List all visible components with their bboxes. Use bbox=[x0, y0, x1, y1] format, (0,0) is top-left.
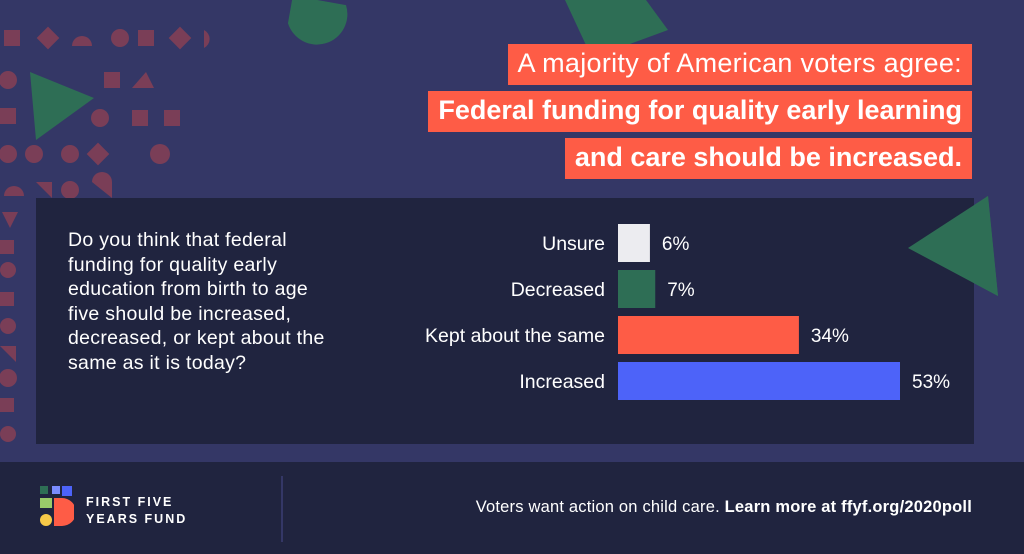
category-label: Kept about the same bbox=[425, 325, 605, 347]
tagline-link[interactable]: Learn more at ffyf.org/2020poll bbox=[724, 498, 972, 516]
footer-tagline: Voters want action on child care. Learn … bbox=[476, 498, 972, 517]
survey-question: Do you think that federal funding for qu… bbox=[68, 229, 325, 374]
bar bbox=[618, 270, 656, 308]
value-label: 6% bbox=[662, 234, 690, 255]
value-label: 34% bbox=[811, 326, 849, 347]
value-label: 53% bbox=[912, 372, 950, 393]
headline-line-2: Federal funding for quality early learni… bbox=[428, 91, 972, 132]
headline-line-3: and care should be increased. bbox=[564, 138, 972, 179]
bar bbox=[618, 362, 900, 400]
decorative-pattern bbox=[0, 26, 210, 442]
category-label: Unsure bbox=[542, 233, 605, 255]
brand-line-2: YEARS FUND bbox=[86, 512, 188, 526]
green-quad-shape bbox=[565, 0, 668, 58]
headline: A majority of American voters agree: Fed… bbox=[428, 44, 972, 179]
green-semicircle-shape bbox=[287, 0, 348, 45]
green-triangle-left-shape bbox=[30, 72, 94, 140]
headline-line-1: A majority of American voters agree: bbox=[507, 44, 972, 85]
tagline-text: Voters want action on child care. bbox=[475, 498, 720, 516]
ffyf-logo bbox=[40, 486, 74, 526]
category-label: Decreased bbox=[511, 279, 605, 301]
bar bbox=[618, 224, 650, 262]
bar-chart: Unsure 6% Decreased 7% Kept about the same 34… bbox=[425, 224, 950, 400]
footer-divider bbox=[281, 476, 283, 542]
category-label: Increased bbox=[519, 371, 605, 393]
brand-name: FIRST FIVE YEARS FUND bbox=[86, 494, 187, 528]
footer: FIRST FIVE YEARS FUND Voters want action… bbox=[0, 462, 1024, 554]
bar bbox=[618, 316, 799, 354]
value-label: 7% bbox=[667, 280, 695, 301]
survey-panel: Do you think that federal funding for qu… bbox=[36, 198, 974, 444]
brand-line-1: FIRST FIVE bbox=[86, 495, 174, 509]
